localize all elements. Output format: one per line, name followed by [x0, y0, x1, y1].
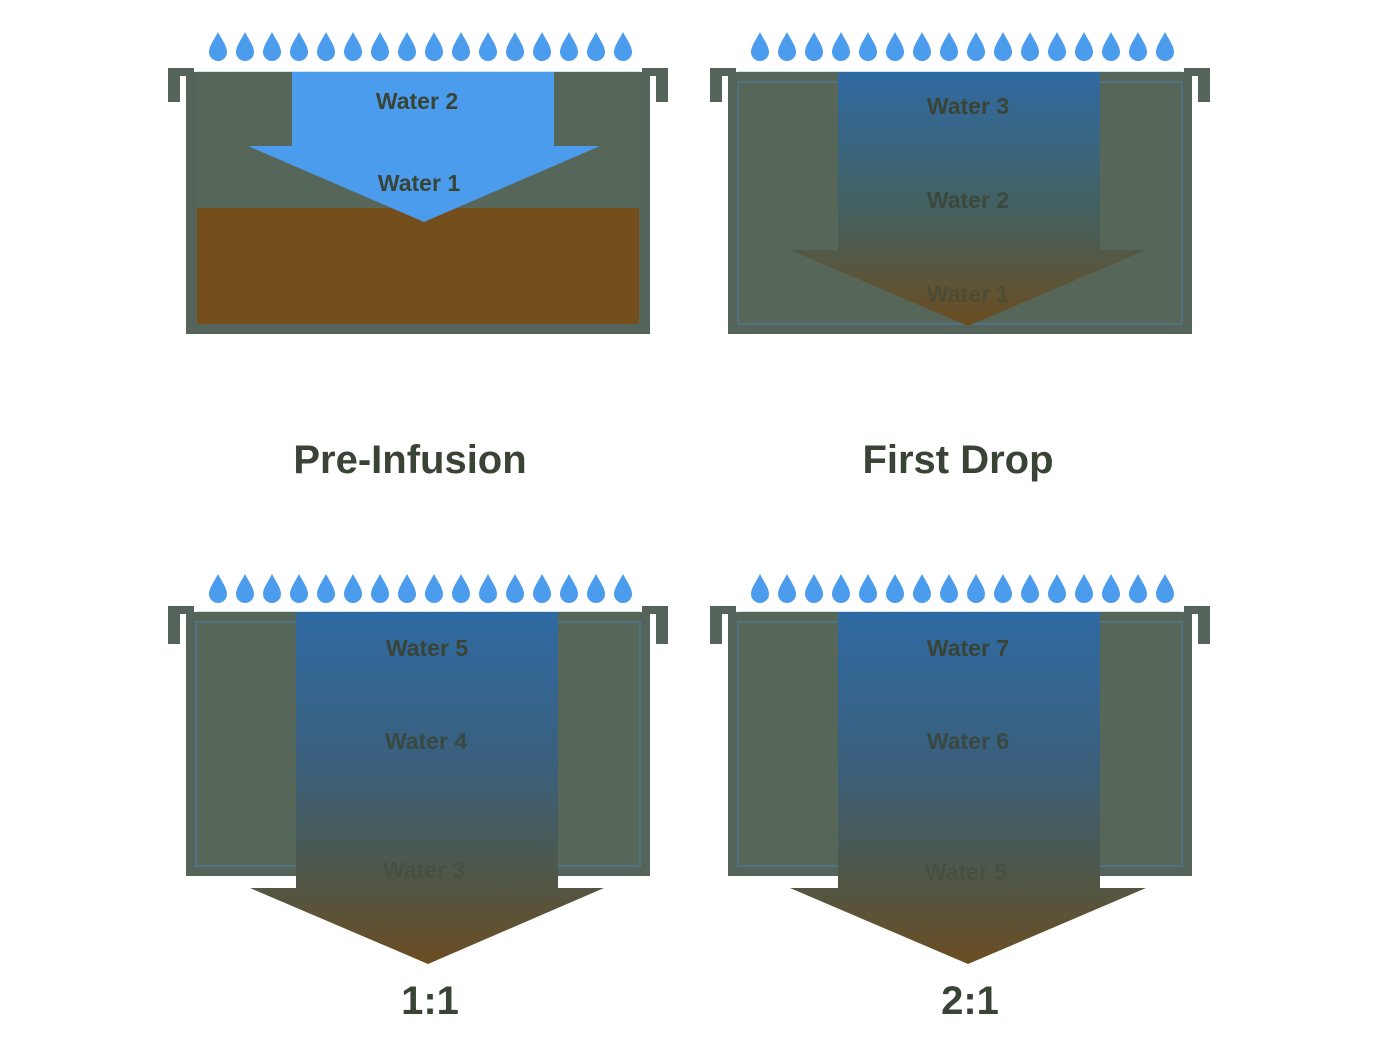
water-arrow	[790, 72, 1146, 326]
water-drop-icon	[967, 32, 985, 61]
water-label: Water 6	[927, 728, 1009, 754]
water-drop-icon	[913, 574, 931, 603]
water-drop-icon	[425, 32, 443, 61]
water-label: Water 2	[376, 88, 458, 114]
water-drop-icon	[587, 574, 605, 603]
water-drop-icon	[398, 32, 416, 61]
water-drop-icon	[398, 574, 416, 603]
shower-drops	[209, 574, 632, 603]
water-drop-icon	[886, 574, 904, 603]
panel-caption: Pre-Infusion	[293, 438, 526, 482]
water-drop-icon	[263, 574, 281, 603]
water-drop-icon	[940, 574, 958, 603]
water-drop-icon	[533, 32, 551, 61]
water-drop-icon	[1048, 574, 1066, 603]
water-drop-icon	[533, 574, 551, 603]
water-drop-icon	[1102, 574, 1120, 603]
water-drop-icon	[1156, 32, 1174, 61]
water-drop-icon	[859, 574, 877, 603]
water-drop-icon	[452, 32, 470, 61]
water-drop-icon	[1102, 32, 1120, 61]
water-label: Water 5	[925, 859, 1007, 885]
water-label: Water 1	[927, 281, 1009, 307]
water-drop-icon	[751, 574, 769, 603]
water-drop-icon	[479, 32, 497, 61]
water-drop-icon	[344, 32, 362, 61]
shower-drops	[751, 574, 1174, 603]
water-label: Water 3	[383, 857, 465, 883]
water-drop-icon	[1075, 574, 1093, 603]
water-drop-icon	[1156, 574, 1174, 603]
water-label: Water 2	[927, 187, 1009, 213]
water-drop-icon	[940, 32, 958, 61]
water-drop-icon	[805, 32, 823, 61]
water-drop-icon	[209, 574, 227, 603]
water-drop-icon	[344, 574, 362, 603]
water-arrow	[248, 72, 600, 222]
water-drop-icon	[371, 32, 389, 61]
panel-first-drop: Water 3 Water 2 Water 1 First Drop	[710, 32, 1210, 482]
water-drop-icon	[1075, 32, 1093, 61]
panel-caption: 2:1	[941, 979, 999, 1023]
water-drop-icon	[805, 574, 823, 603]
water-drop-icon	[560, 574, 578, 603]
water-arrow	[250, 612, 604, 964]
water-drop-icon	[614, 32, 632, 61]
water-drop-icon	[452, 574, 470, 603]
water-drop-icon	[290, 574, 308, 603]
coffee-bed	[197, 208, 639, 324]
water-label: Water 4	[385, 728, 467, 754]
water-drop-icon	[560, 32, 578, 61]
water-label: Water 7	[927, 635, 1009, 661]
water-drop-icon	[506, 32, 524, 61]
panel-ratio-2-1: Water 7 Water 6 Water 5 2:1	[710, 574, 1210, 1023]
water-drop-icon	[506, 574, 524, 603]
water-drop-icon	[263, 32, 281, 61]
water-drop-icon	[967, 574, 985, 603]
water-drop-icon	[1048, 32, 1066, 61]
water-drop-icon	[587, 32, 605, 61]
water-drop-icon	[751, 32, 769, 61]
water-drop-icon	[236, 32, 254, 61]
panel-pre-infusion: Water 2 Water 1 Pre-Infusion	[168, 32, 668, 482]
water-drop-icon	[479, 574, 497, 603]
panel-caption: 1:1	[401, 979, 459, 1023]
water-drop-icon	[832, 32, 850, 61]
water-label: Water 3	[927, 93, 1009, 119]
water-drop-icon	[1129, 32, 1147, 61]
water-drop-icon	[994, 574, 1012, 603]
shower-drops	[751, 32, 1174, 61]
water-arrow	[790, 612, 1146, 964]
water-drop-icon	[886, 32, 904, 61]
water-drop-icon	[778, 32, 796, 61]
water-drop-icon	[209, 32, 227, 61]
water-drop-icon	[425, 574, 443, 603]
water-drop-icon	[832, 574, 850, 603]
water-drop-icon	[614, 574, 632, 603]
water-drop-icon	[1129, 574, 1147, 603]
water-drop-icon	[994, 32, 1012, 61]
water-drop-icon	[859, 32, 877, 61]
water-drop-icon	[1021, 32, 1039, 61]
water-drop-icon	[290, 32, 308, 61]
panel-caption: First Drop	[862, 438, 1053, 482]
water-drop-icon	[317, 574, 335, 603]
water-drop-icon	[778, 574, 796, 603]
water-drop-icon	[236, 574, 254, 603]
panel-ratio-1-1: Water 5 Water 4 Water 3 1:1	[168, 574, 668, 1023]
water-drop-icon	[371, 574, 389, 603]
shower-drops	[209, 32, 632, 61]
water-label: Water 1	[378, 170, 460, 196]
water-drop-icon	[913, 32, 931, 61]
water-drop-icon	[1021, 574, 1039, 603]
water-drop-icon	[317, 32, 335, 61]
water-label: Water 5	[386, 635, 468, 661]
